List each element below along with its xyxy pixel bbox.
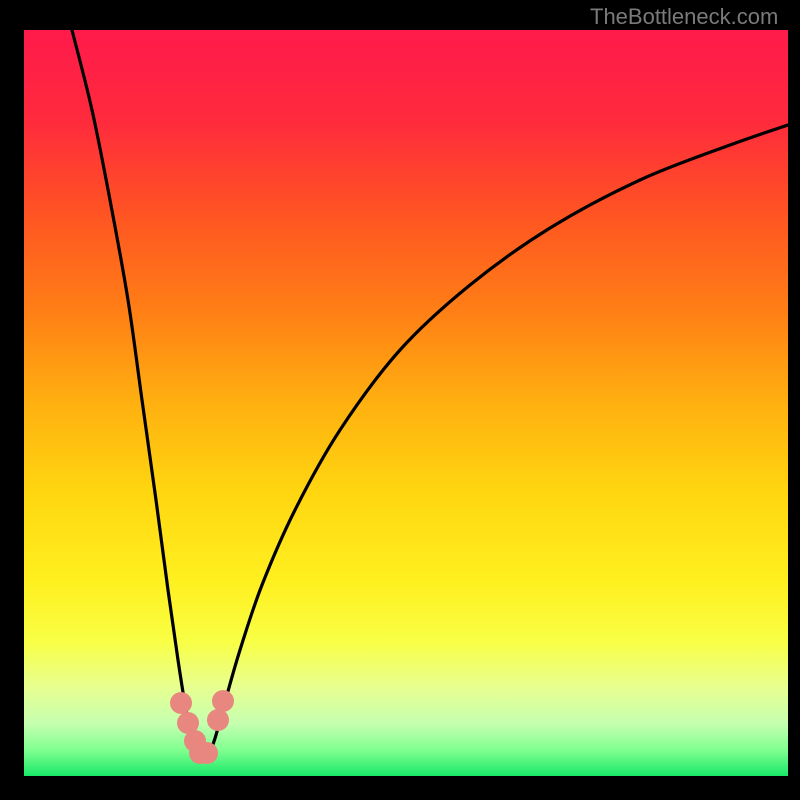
valley-marker [207, 709, 229, 731]
chart-overlay [0, 0, 800, 800]
valley-marker [196, 742, 218, 764]
valley-markers [170, 690, 234, 764]
bottleneck-curve-right [210, 125, 788, 753]
valley-marker [212, 690, 234, 712]
bottleneck-curve-left [72, 30, 197, 753]
valley-marker [170, 692, 192, 714]
